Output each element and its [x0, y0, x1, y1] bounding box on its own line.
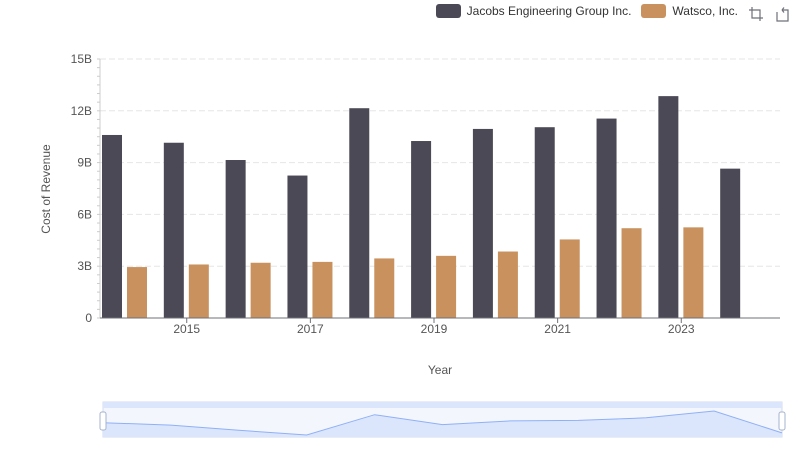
bar-watsco-2014: [127, 267, 147, 318]
y-tick-label: 0: [85, 311, 92, 325]
y-axis-label: Cost of Revenue: [39, 144, 53, 234]
bar-jacobs-2015: [163, 142, 184, 318]
legend-item-watsco[interactable]: Watsco, Inc.: [641, 4, 738, 18]
bar-jacobs-2017: [287, 175, 308, 318]
x-tick-label: 2019: [421, 322, 448, 336]
x-tick-label: 2015: [173, 322, 200, 336]
zoom-icon[interactable]: [748, 6, 764, 22]
bar-watsco-2022: [621, 228, 642, 318]
x-axis-label: Year: [428, 363, 452, 377]
x-tick-label: 2023: [668, 322, 695, 336]
legend-label-watsco: Watsco, Inc.: [672, 4, 738, 18]
bar-jacobs-2020: [472, 128, 493, 318]
zoom-top-bar: [103, 402, 782, 408]
grid-lines: [100, 58, 780, 267]
zoom-handle-left[interactable]: [99, 411, 107, 431]
bar-watsco-2017: [312, 261, 333, 318]
bar-jacobs-2021: [534, 127, 555, 318]
y-tick-label: 6B: [77, 207, 92, 221]
legend-label-jacobs: Jacobs Engineering Group Inc.: [466, 4, 632, 18]
y-tick-label: 15B: [71, 52, 92, 66]
legend-swatch-watsco: [641, 4, 667, 18]
x-tick-label: 2017: [297, 322, 324, 336]
legend: Jacobs Engineering Group Inc. Watsco, In…: [435, 4, 738, 18]
restore-icon[interactable]: [774, 6, 790, 22]
bar-jacobs-2014: [102, 134, 122, 318]
bar-watsco-2023: [683, 227, 704, 318]
y-tick-label: 12B: [71, 104, 92, 118]
x-axis: 2015 2017 2019 2021 2023: [100, 317, 780, 336]
bar-watsco-2016: [250, 262, 271, 318]
data-zoom-slider: [99, 401, 786, 438]
bar-jacobs-2019: [411, 141, 432, 318]
bar-watsco-2018: [374, 258, 395, 318]
y-tick-label: 3B: [77, 259, 92, 273]
y-axis: 0 3B 6B 9B 12B 15B: [71, 52, 101, 325]
bar-watsco-2021: [559, 239, 580, 318]
zoom-area: [103, 411, 782, 437]
bar-jacobs-2023: [658, 96, 679, 318]
bar-jacobs-2018: [349, 108, 370, 319]
bar-jacobs-2024: [720, 168, 741, 318]
bars: [102, 96, 741, 319]
bar-jacobs-2016: [225, 160, 246, 318]
x-tick-label: 2021: [544, 322, 571, 336]
legend-item-jacobs[interactable]: Jacobs Engineering Group Inc.: [435, 4, 632, 18]
legend-swatch-jacobs: [435, 4, 461, 18]
y-tick-label: 9B: [77, 156, 92, 170]
bar-watsco-2020: [497, 251, 518, 318]
zoom-line: [102, 410, 783, 436]
bar-watsco-2015: [188, 264, 209, 318]
bar-watsco-2019: [436, 255, 457, 318]
bar-jacobs-2022: [596, 118, 617, 318]
toolbox: [748, 6, 790, 22]
zoom-handle-right[interactable]: [778, 411, 786, 431]
